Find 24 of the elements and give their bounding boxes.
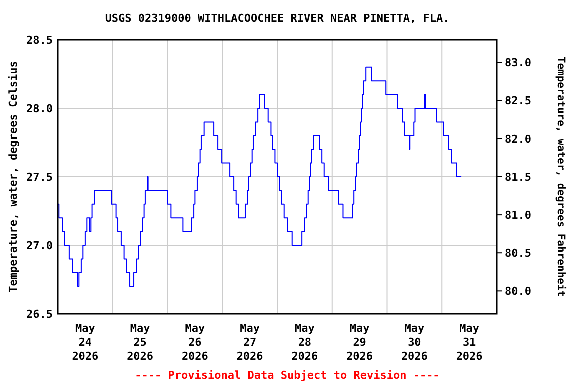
y2-axis-title: Temperature, water, degrees Fahrenheit bbox=[555, 56, 567, 298]
x-tick-label: May 29 2026 bbox=[346, 322, 374, 363]
x-tick-label: May 28 2026 bbox=[292, 322, 319, 363]
x-tick-label: May 31 2026 bbox=[456, 322, 484, 363]
y2-tick-label: 83.0 bbox=[505, 56, 532, 70]
y2-tick-label: 80.5 bbox=[505, 246, 532, 260]
y-tick-label: 28.5 bbox=[26, 34, 53, 47]
y-tick-label: 28.0 bbox=[26, 102, 53, 116]
y-tick-label: 27.0 bbox=[26, 239, 53, 252]
x-tick-label: May 30 2026 bbox=[401, 322, 428, 363]
y-tick-label: 26.5 bbox=[26, 308, 53, 321]
x-tick-label: May 25 2026 bbox=[127, 322, 154, 363]
x-tick-label: May 27 2026 bbox=[236, 322, 264, 363]
y-axis-title: Temperature, water, degrees Celsius bbox=[7, 61, 20, 293]
x-tick-label: May 26 2026 bbox=[182, 322, 209, 363]
y2-tick-label: 82.0 bbox=[505, 132, 532, 146]
y-tick-label: 27.5 bbox=[26, 170, 53, 184]
y2-tick-label: 82.5 bbox=[505, 94, 532, 108]
y2-tick-label: 81.5 bbox=[505, 170, 532, 184]
y2-tick-label: 81.0 bbox=[505, 208, 532, 222]
x-tick-label: May 24 2026 bbox=[72, 322, 100, 363]
y2-tick-label: 80.0 bbox=[505, 285, 532, 298]
chart-title: USGS 02319000 WITHLACOOCHEE RIVER NEAR PINETTA, FLA. bbox=[105, 12, 450, 25]
text: ---- Provisional Data Subject to Revision ---- bbox=[135, 369, 440, 382]
